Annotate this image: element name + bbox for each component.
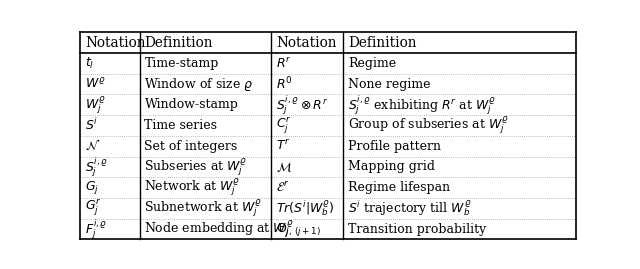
- Text: Definition: Definition: [348, 36, 417, 50]
- Text: Notation: Notation: [85, 36, 145, 50]
- Text: Subnetwork at $W_j^\varrho$: Subnetwork at $W_j^\varrho$: [145, 197, 262, 219]
- Text: $C_j^r$: $C_j^r$: [276, 115, 292, 136]
- Text: $S_j^{i,\varrho}$ exhibiting $R^r$ at $W_j^\varrho$: $S_j^{i,\varrho}$ exhibiting $R^r$ at $W…: [348, 93, 495, 116]
- Text: $\Theta_{j,\,(j+1)}$: $\Theta_{j,\,(j+1)}$: [276, 221, 321, 238]
- Text: $t_l$: $t_l$: [85, 56, 94, 71]
- Text: Time-stamp: Time-stamp: [145, 57, 219, 70]
- Text: $S^i$: $S^i$: [85, 118, 98, 133]
- Text: $S_j^{i,\varrho} \otimes R^r$: $S_j^{i,\varrho} \otimes R^r$: [276, 93, 328, 116]
- Text: Network at $W_j^\varrho$: Network at $W_j^\varrho$: [145, 177, 241, 199]
- Text: Transition probability: Transition probability: [348, 222, 486, 236]
- Text: $Tr(S^i|W_b^\varrho)$: $Tr(S^i|W_b^\varrho)$: [276, 199, 334, 218]
- Text: $W^\varrho$: $W^\varrho$: [85, 77, 106, 91]
- Text: $T^r$: $T^r$: [276, 139, 291, 153]
- Text: Window-stamp: Window-stamp: [145, 98, 238, 111]
- Text: $S_j^{i,\varrho}$: $S_j^{i,\varrho}$: [85, 155, 108, 179]
- Text: Profile pattern: Profile pattern: [348, 140, 441, 153]
- Text: $\mathcal{E}^r$: $\mathcal{E}^r$: [276, 180, 289, 195]
- Text: Window of size $\varrho$: Window of size $\varrho$: [145, 76, 254, 93]
- Text: $S^i$ trajectory till $W_b^\varrho$: $S^i$ trajectory till $W_b^\varrho$: [348, 199, 471, 218]
- Text: $F_j^{i,\varrho}$: $F_j^{i,\varrho}$: [85, 217, 108, 241]
- Text: $G_j^r$: $G_j^r$: [85, 198, 102, 218]
- Text: $W_j^\varrho$: $W_j^\varrho$: [85, 94, 106, 116]
- Text: $\mathcal{N}$: $\mathcal{N}$: [85, 139, 100, 153]
- Text: None regime: None regime: [348, 77, 430, 91]
- Text: Group of subseries at $W_j^\varrho$: Group of subseries at $W_j^\varrho$: [348, 115, 509, 136]
- Text: Regime lifespan: Regime lifespan: [348, 181, 450, 194]
- Text: $R^0$: $R^0$: [276, 76, 292, 92]
- Text: Definition: Definition: [145, 36, 213, 50]
- Text: Set of integers: Set of integers: [145, 140, 237, 153]
- Text: $\mathcal{M}$: $\mathcal{M}$: [276, 160, 292, 174]
- Text: Regime: Regime: [348, 57, 396, 70]
- Text: Notation: Notation: [276, 36, 337, 50]
- Text: $G_j$: $G_j$: [85, 179, 99, 196]
- Text: $R^r$: $R^r$: [276, 56, 291, 70]
- Text: Subseries at $W_j^\varrho$: Subseries at $W_j^\varrho$: [145, 156, 248, 178]
- Text: Node embedding at $W_j^\varrho$: Node embedding at $W_j^\varrho$: [145, 218, 294, 240]
- Text: Mapping grid: Mapping grid: [348, 160, 435, 174]
- Text: Time series: Time series: [145, 119, 218, 132]
